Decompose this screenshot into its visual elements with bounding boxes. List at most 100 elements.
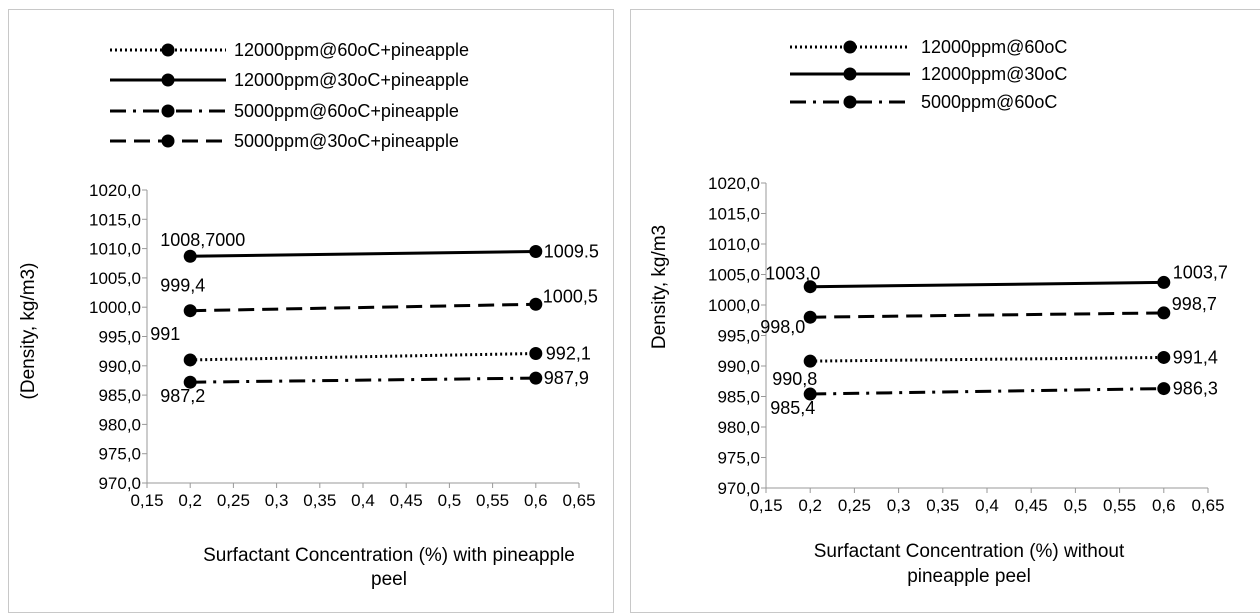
x-tick-label: 0,2: [178, 491, 202, 510]
legend-marker: [843, 95, 857, 109]
data-point: [803, 387, 817, 401]
data-point: [803, 310, 817, 324]
x-tick-label: 0,5: [438, 491, 462, 510]
data-point: [1157, 382, 1171, 396]
data-label: 1009.5: [544, 242, 599, 262]
y-tick-label: 1020,0: [89, 181, 141, 200]
x-tick-label: 0,3: [887, 496, 911, 515]
data-label: 999,4: [160, 276, 205, 296]
series-line-3: [810, 387, 1164, 396]
data-point: [183, 353, 197, 367]
y-tick-label: 985,0: [98, 386, 141, 405]
data-label: 1003,0: [765, 264, 820, 284]
y-tick-label: 980,0: [98, 415, 141, 434]
data-label: 1000,5: [543, 286, 598, 306]
legend-label: 12000ppm@30oC: [921, 64, 1067, 84]
data-label: 990,8: [772, 369, 817, 389]
data-point: [803, 354, 817, 368]
x-tick-label: 0,25: [838, 496, 871, 515]
y-tick-label: 1015,0: [708, 205, 760, 224]
x-axis-title-line: pineapple peel: [907, 566, 1031, 587]
y-tick-label: 995,0: [98, 328, 141, 347]
x-tick-label: 0,2: [798, 496, 822, 515]
x-tick-label: 0,5: [1064, 496, 1088, 515]
x-tick-label: 0,35: [303, 491, 336, 510]
x-axis-title-line: peel: [371, 569, 407, 590]
x-tick-label: 0,45: [390, 491, 423, 510]
data-label: 987,2: [160, 386, 205, 406]
chart-2: 970,0 975,0 980,0 985,0 990,0 995,0 1000,0 1005…: [649, 37, 1228, 587]
chart-panel-without-peel: [630, 9, 1260, 613]
x-tick-label: 0,65: [1191, 496, 1224, 515]
data-label: 987,9: [544, 368, 589, 388]
x-tick-label: 0,4: [351, 491, 375, 510]
data-point: [183, 375, 197, 389]
y-axis-title: (Density, kg/m3): [18, 263, 39, 400]
x-tick-label: 0,4: [975, 496, 999, 515]
x-tick-label: 0,15: [749, 496, 782, 515]
legend-label: 5000ppm@30oC+pineapple: [234, 131, 459, 151]
y-tick-label: 1005,0: [708, 266, 760, 285]
data-label: 985,4: [770, 398, 815, 418]
data-label: 998,7: [1172, 294, 1217, 314]
x-tick-label: 0,15: [130, 491, 163, 510]
legend-marker: [161, 134, 175, 148]
y-tick-label: 990,0: [98, 357, 141, 376]
x-tick-label: 0,6: [524, 491, 548, 510]
legend-marker: [161, 73, 175, 87]
series-line-4: [190, 302, 536, 313]
legend-marker: [161, 43, 175, 57]
y-tick-label: 980,0: [717, 418, 760, 437]
data-label: 1003,7: [1173, 262, 1228, 282]
x-tick-label: 0,35: [926, 496, 959, 515]
data-label: 992,1: [546, 343, 591, 363]
y-tick-label: 1000,0: [708, 296, 760, 315]
data-label: 1008,7000: [160, 230, 245, 250]
y-tick-label: 1005,0: [89, 269, 141, 288]
x-axis-title-line: Surfactant Concentration (%) without: [814, 541, 1125, 562]
y-tick-label: 1015,0: [89, 210, 141, 229]
chart-panel-with-peel: [8, 9, 614, 613]
x-tick-label: 0,55: [1103, 496, 1136, 515]
data-point: [529, 371, 543, 385]
y-tick-label: 970,0: [98, 474, 141, 493]
x-tick-label: 0,6: [1152, 496, 1176, 515]
series-line-1: [190, 351, 536, 362]
series-line-2: [810, 280, 1164, 289]
series-line-2: [190, 250, 536, 258]
y-tick-label: 975,0: [717, 449, 760, 468]
series-line-4: [810, 311, 1164, 319]
data-point: [803, 280, 817, 294]
x-axis-title-line: Surfactant Concentration (%) with pineap…: [203, 545, 575, 566]
data-point: [1157, 275, 1171, 289]
data-point: [529, 346, 543, 360]
data-label: 998,0: [760, 317, 805, 337]
data-label: 991,4: [1173, 347, 1218, 367]
x-tick-label: 0,25: [217, 491, 250, 510]
y-tick-label: 1010,0: [89, 240, 141, 259]
legend-label: 12000ppm@30oC+pineapple: [234, 70, 469, 90]
legend-label: 5000ppm@60oC: [921, 92, 1057, 112]
data-point: [1157, 306, 1171, 320]
y-tick-label: 970,0: [717, 479, 760, 498]
legend-marker: [161, 104, 175, 118]
x-tick-label: 0,3: [265, 491, 289, 510]
x-tick-label: 0,45: [1015, 496, 1048, 515]
legend-label: 12000ppm@60oC: [921, 37, 1067, 57]
legend-label: 12000ppm@60oC+pineapple: [234, 40, 469, 60]
series-line-3: [190, 376, 536, 384]
data-point: [529, 245, 543, 259]
data-point: [183, 249, 197, 263]
data-point: [529, 297, 543, 311]
chart-1: 970,0 975,0 980,0 985,0 990,0 995,0 1000,0 1005…: [18, 40, 599, 590]
y-tick-label: 1020,0: [708, 174, 760, 193]
data-point: [183, 304, 197, 318]
y-axis-title: Density, kg/m3: [649, 225, 670, 349]
legend-marker: [843, 67, 857, 81]
y-tick-label: 985,0: [717, 388, 760, 407]
legend-label: 5000ppm@60oC+pineapple: [234, 101, 459, 121]
y-tick-label: 1000,0: [89, 298, 141, 317]
y-tick-label: 975,0: [98, 445, 141, 464]
x-tick-label: 0,65: [562, 491, 595, 510]
